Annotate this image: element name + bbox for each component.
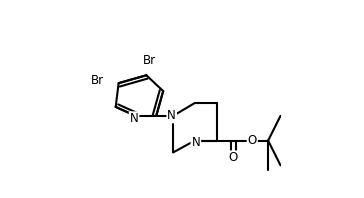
Text: O: O — [248, 134, 257, 147]
Text: O: O — [229, 151, 238, 164]
Text: N: N — [191, 136, 200, 149]
Text: Br: Br — [143, 54, 156, 67]
Text: N: N — [130, 112, 138, 125]
Text: Br: Br — [91, 74, 104, 87]
Text: N: N — [167, 109, 176, 122]
